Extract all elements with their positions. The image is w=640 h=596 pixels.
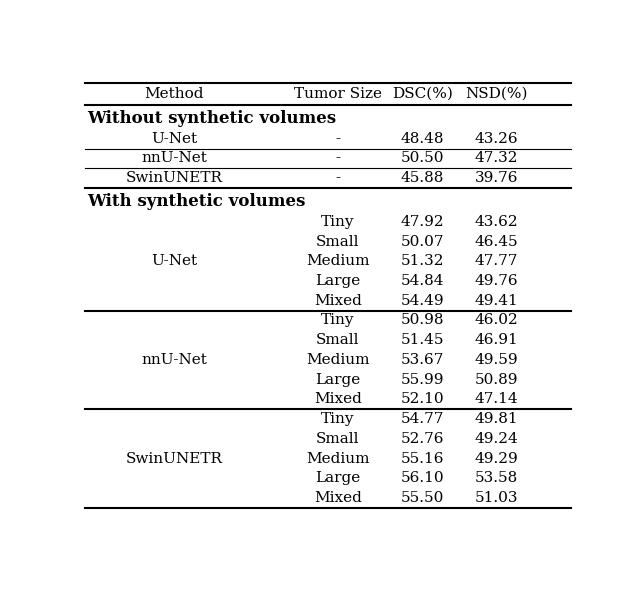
Text: 45.88: 45.88: [401, 171, 444, 185]
Text: 43.26: 43.26: [475, 132, 518, 146]
Text: nnU-Net: nnU-Net: [141, 151, 207, 166]
Text: Tiny: Tiny: [321, 313, 355, 327]
Text: Tiny: Tiny: [321, 412, 355, 426]
Text: 55.50: 55.50: [401, 491, 444, 505]
Text: 49.81: 49.81: [475, 412, 518, 426]
Text: 53.58: 53.58: [475, 471, 518, 485]
Text: -: -: [335, 171, 340, 185]
Text: 55.16: 55.16: [401, 452, 444, 465]
Text: Large: Large: [316, 274, 360, 288]
Text: 51.32: 51.32: [401, 254, 444, 268]
Text: 49.59: 49.59: [475, 353, 518, 367]
Text: 49.24: 49.24: [475, 432, 518, 446]
Text: 47.77: 47.77: [475, 254, 518, 268]
Text: Mixed: Mixed: [314, 491, 362, 505]
Text: With synthetic volumes: With synthetic volumes: [88, 193, 306, 210]
Text: 47.32: 47.32: [475, 151, 518, 166]
Text: 54.77: 54.77: [401, 412, 444, 426]
Text: Medium: Medium: [306, 254, 370, 268]
Text: 46.45: 46.45: [475, 235, 518, 249]
Text: DSC(%): DSC(%): [392, 87, 452, 101]
Text: Mixed: Mixed: [314, 294, 362, 308]
Text: -: -: [335, 151, 340, 166]
Text: Medium: Medium: [306, 353, 370, 367]
Text: nnU-Net: nnU-Net: [141, 353, 207, 367]
Text: SwinUNETR: SwinUNETR: [125, 171, 223, 185]
Text: 49.41: 49.41: [475, 294, 518, 308]
Text: 49.29: 49.29: [475, 452, 518, 465]
Text: Medium: Medium: [306, 452, 370, 465]
Text: 50.98: 50.98: [401, 313, 444, 327]
Text: 54.84: 54.84: [401, 274, 444, 288]
Text: Small: Small: [316, 333, 360, 347]
Text: Small: Small: [316, 432, 360, 446]
Text: 55.99: 55.99: [401, 372, 444, 387]
Text: Large: Large: [316, 372, 360, 387]
Text: 39.76: 39.76: [475, 171, 518, 185]
Text: 43.62: 43.62: [475, 215, 518, 229]
Text: 56.10: 56.10: [401, 471, 444, 485]
Text: Method: Method: [145, 87, 204, 101]
Text: 52.76: 52.76: [401, 432, 444, 446]
Text: SwinUNETR: SwinUNETR: [125, 452, 223, 465]
Text: 47.14: 47.14: [475, 392, 518, 406]
Text: 48.48: 48.48: [401, 132, 444, 146]
Text: Without synthetic volumes: Without synthetic volumes: [88, 110, 337, 126]
Text: 54.49: 54.49: [401, 294, 444, 308]
Text: 49.76: 49.76: [475, 274, 518, 288]
Text: Small: Small: [316, 235, 360, 249]
Text: 46.02: 46.02: [475, 313, 518, 327]
Text: U-Net: U-Net: [151, 254, 197, 268]
Text: 50.89: 50.89: [475, 372, 518, 387]
Text: 50.07: 50.07: [401, 235, 444, 249]
Text: 53.67: 53.67: [401, 353, 444, 367]
Text: Tumor Size: Tumor Size: [294, 87, 382, 101]
Text: Mixed: Mixed: [314, 392, 362, 406]
Text: 47.92: 47.92: [401, 215, 444, 229]
Text: 51.03: 51.03: [475, 491, 518, 505]
Text: 51.45: 51.45: [401, 333, 444, 347]
Text: 46.91: 46.91: [475, 333, 518, 347]
Text: -: -: [335, 132, 340, 146]
Text: Tiny: Tiny: [321, 215, 355, 229]
Text: 50.50: 50.50: [401, 151, 444, 166]
Text: U-Net: U-Net: [151, 132, 197, 146]
Text: Large: Large: [316, 471, 360, 485]
Text: 52.10: 52.10: [401, 392, 444, 406]
Text: NSD(%): NSD(%): [465, 87, 528, 101]
